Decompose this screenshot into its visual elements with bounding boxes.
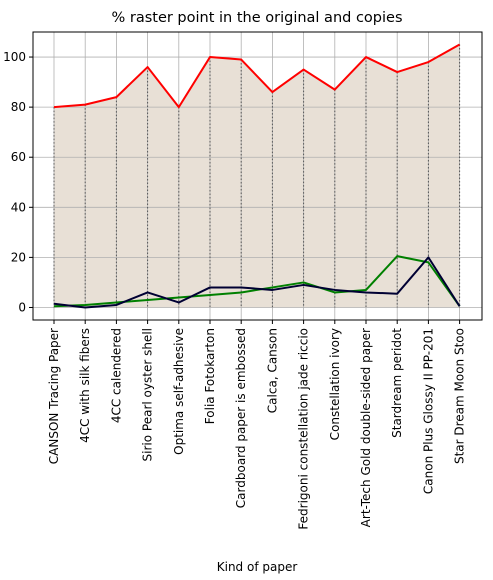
x-tick-label: 4CC with silk fibers xyxy=(78,328,92,443)
x-tick-label: 4CC calendered xyxy=(109,328,123,423)
series-line-1 xyxy=(53,43,461,109)
plot-area: 0 20 40 60 80 100 CANSON Tracing Paper 4CC with… xyxy=(3,31,483,530)
y-tick-label: 0 xyxy=(18,300,26,314)
series-line-3 xyxy=(53,256,461,309)
x-tick-label: Folia Fotokarton xyxy=(203,328,217,424)
y-tick-label: 100 xyxy=(3,50,26,64)
y-tick-label: 40 xyxy=(11,200,26,214)
x-tick-label: Stardream peridot xyxy=(390,328,404,438)
y-tick-label: 60 xyxy=(11,150,26,164)
x-tick-label: Cardboard paper is embossed xyxy=(234,328,248,508)
x-tick-label: Star Dream Moon Stoo xyxy=(453,328,467,464)
y-tick-label: 20 xyxy=(11,250,26,264)
x-tick-label: Calca, Canson xyxy=(265,328,279,413)
x-tick-label: Fedrigoni constellation jade riccio xyxy=(297,328,311,530)
x-tick-label: Sirio Pearl oyster shell xyxy=(141,328,155,461)
x-tick-label: Canon Plus Glossy II PP-201 xyxy=(421,328,435,494)
x-tick-label: Art-Tech Gold double-sided paper xyxy=(359,328,373,527)
x-tick-label: CANSON Tracing Paper xyxy=(47,328,61,464)
fill-area xyxy=(54,44,460,308)
plot-frame xyxy=(32,31,483,321)
x-tick-label: Optima self-adhesive xyxy=(172,328,186,455)
y-tick-label: 80 xyxy=(11,100,26,114)
x-axis-label: Kind of paper xyxy=(217,560,298,574)
x-tick-label: Constellation ivory xyxy=(328,328,342,440)
chart-title: % raster point in the original and copie… xyxy=(111,10,402,26)
